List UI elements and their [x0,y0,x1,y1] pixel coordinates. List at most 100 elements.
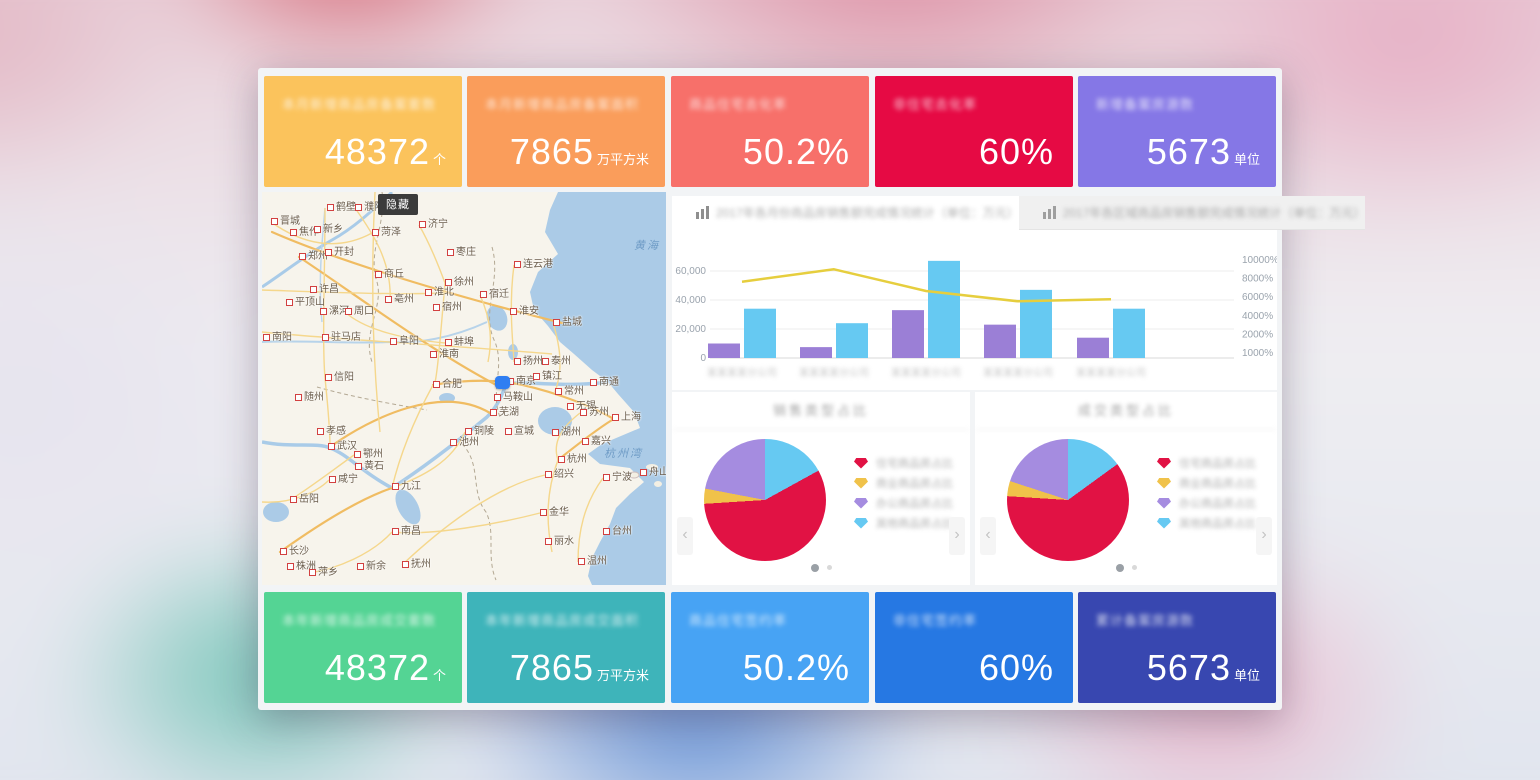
card-title: 本年新增商品房成交套数 [282,613,437,628]
map-city-label[interactable]: 绍兴 [545,470,574,480]
map-city-label[interactable]: 黄石 [355,462,384,472]
pie-legend: 住宅商品房占比 商业商品房占比 办公商品房占比 其他商品房占比 [854,453,953,533]
map-city-label[interactable]: 武汉 [328,442,357,452]
carousel-dot[interactable] [810,563,819,572]
map-city-label[interactable]: 随州 [295,393,324,403]
map-city-label[interactable]: 宣城 [505,427,534,437]
stat-card-ytd-area: 本年新增商品房成交面积 7865 万平方米 [467,592,665,703]
map-city-label[interactable]: 晋城 [271,217,300,227]
map-city-label[interactable]: 菏泽 [372,228,401,238]
map-city-label[interactable]: 芜湖 [490,408,519,418]
map-city-label[interactable]: 新乡 [314,225,343,235]
card-value: 50.2% [742,131,850,172]
map-city-label[interactable]: 宁波 [603,473,632,483]
map-city-label[interactable]: 焦作 [290,228,319,238]
map-city-label[interactable]: 台州 [603,527,632,537]
map-city-label[interactable]: 金华 [540,508,569,518]
tab-monthly-sales[interactable]: 2017年各月份商品房销售额完成情况统计（单位：万元） [672,196,1019,230]
map-city-label[interactable]: 许昌 [310,285,339,295]
map-city-label[interactable]: 阜阳 [390,337,419,347]
legend-item[interactable]: 办公商品房占比 [854,493,953,513]
map-city-label[interactable]: 湖州 [552,428,581,438]
map-city-label[interactable]: 鄂州 [354,450,383,460]
map-city-label[interactable]: 岳阳 [290,495,319,505]
map-city-label[interactable]: 南昌 [392,527,421,537]
legend-item[interactable]: 其他商品房占比 [854,513,953,533]
map-city-label[interactable]: 徐州 [445,278,474,288]
map-city-label[interactable]: 新余 [357,562,386,572]
map-city-label[interactable]: 株洲 [287,562,316,572]
carousel-dot[interactable] [1115,563,1124,572]
map-city-label[interactable]: 舟山 [640,468,666,478]
map-city-label[interactable]: 周口 [345,307,374,317]
map-city-label[interactable]: 南阳 [263,333,292,343]
carousel-next-button[interactable]: › [949,517,965,555]
legend-item[interactable]: 住宅商品房占比 [854,453,953,473]
map-city-label[interactable]: 铜陵 [465,427,494,437]
carousel-next-button[interactable]: › [1256,517,1272,555]
legend-item[interactable]: 其他商品房占比 [1157,513,1256,533]
map-city-label[interactable]: 枣庄 [447,248,476,258]
legend-item[interactable]: 商业商品房占比 [854,473,953,493]
map-city-label[interactable]: 咸宁 [329,475,358,485]
carousel-prev-button[interactable]: ‹ [980,517,996,555]
map-city-label[interactable]: 扬州 [514,357,543,367]
map-city-label[interactable]: 苏州 [580,408,609,418]
map-hide-button[interactable]: 隐藏 [378,194,418,215]
pie-chart [1007,439,1129,561]
map-city-label[interactable]: 抚州 [402,560,431,570]
map-city-label[interactable]: 嘉兴 [582,437,611,447]
map-city-label[interactable]: 驻马店 [322,333,361,343]
map-city-label[interactable]: 长沙 [280,547,309,557]
carousel-dot[interactable] [1131,565,1137,571]
map-city-label[interactable]: 孝感 [317,427,346,437]
map-sea-label: 杭州湾 [604,448,643,460]
map-city-label[interactable]: 镇江 [533,372,562,382]
map-city-label[interactable]: 亳州 [385,295,414,305]
map-city-label[interactable]: 信阳 [325,373,354,383]
map-city-label[interactable]: 泰州 [542,357,571,367]
map-city-label[interactable]: 济宁 [419,220,448,230]
map-city-label[interactable]: 南通 [590,378,619,388]
map-city-label[interactable]: 蚌埠 [445,338,474,348]
map-city-label[interactable]: 鹤壁 [327,203,356,213]
map-city-label[interactable]: 宿州 [433,303,462,313]
map-selected-marker[interactable] [495,376,510,389]
map-city-label[interactable]: 郑州 [299,252,328,262]
map-city-label[interactable]: 濮阳 [355,203,384,213]
stat-card-total-listings: 累计备案房源数 5673 单位 [1078,592,1276,703]
carousel-prev-button[interactable]: ‹ [677,517,693,555]
map-city-label[interactable]: 萍乡 [309,568,338,578]
map-city-label[interactable]: 九江 [392,482,421,492]
legend-item[interactable]: 商业商品房占比 [1157,473,1256,493]
map-city-label[interactable]: 宿迁 [480,290,509,300]
map-city-label[interactable]: 漯河 [320,307,349,317]
map-city-label[interactable]: 商丘 [375,270,404,280]
legend-item[interactable]: 住宅商品房占比 [1157,453,1256,473]
map-city-label[interactable]: 平顶山 [286,298,325,308]
card-title: 本月新增商品房备案套数 [282,97,437,112]
map-city-label[interactable]: 丽水 [545,537,574,547]
map-city-label[interactable]: 淮安 [510,307,539,317]
svg-text:8000%: 8000% [1242,274,1273,285]
map-city-label[interactable]: 开封 [325,248,354,258]
map-panel[interactable]: 晋城 鹤壁 濮阳焦作 新乡 菏泽 济宁郑州 开封 枣庄商丘徐州 连云港许昌平顶山 漯河 周口 亳州 淮北… [262,192,666,585]
map-city-label[interactable]: 温州 [578,557,607,567]
pie-legend: 住宅商品房占比 商业商品房占比 办公商品房占比 其他商品房占比 [1157,453,1256,533]
map-city-label[interactable]: 上海 [612,413,641,423]
map-city-label[interactable]: 合肥 [433,380,462,390]
carousel-dot[interactable] [826,565,832,571]
map-city-label[interactable]: 马鞍山 [494,393,533,403]
map-city-label[interactable]: 杭州 [558,455,587,465]
tab-regional-sales[interactable]: 2017年各区域商品房销售额完成情况统计（单位：万元） [1018,196,1366,230]
map-city-label[interactable]: 盐城 [553,318,582,328]
legend-item[interactable]: 办公商品房占比 [1157,493,1256,513]
map-city-label[interactable]: 淮南 [430,350,459,360]
map-city-label[interactable]: 南京 [507,377,536,387]
map-city-label[interactable]: 淮北 [425,288,454,298]
map-city-label[interactable]: 常州 [555,387,584,397]
map-city-label[interactable]: 池州 [450,438,479,448]
map-city-label[interactable]: 连云港 [514,260,553,270]
map-city-label[interactable]: 无锡 [567,402,596,412]
card-title: 本月新增商品房备案面积 [485,97,640,112]
